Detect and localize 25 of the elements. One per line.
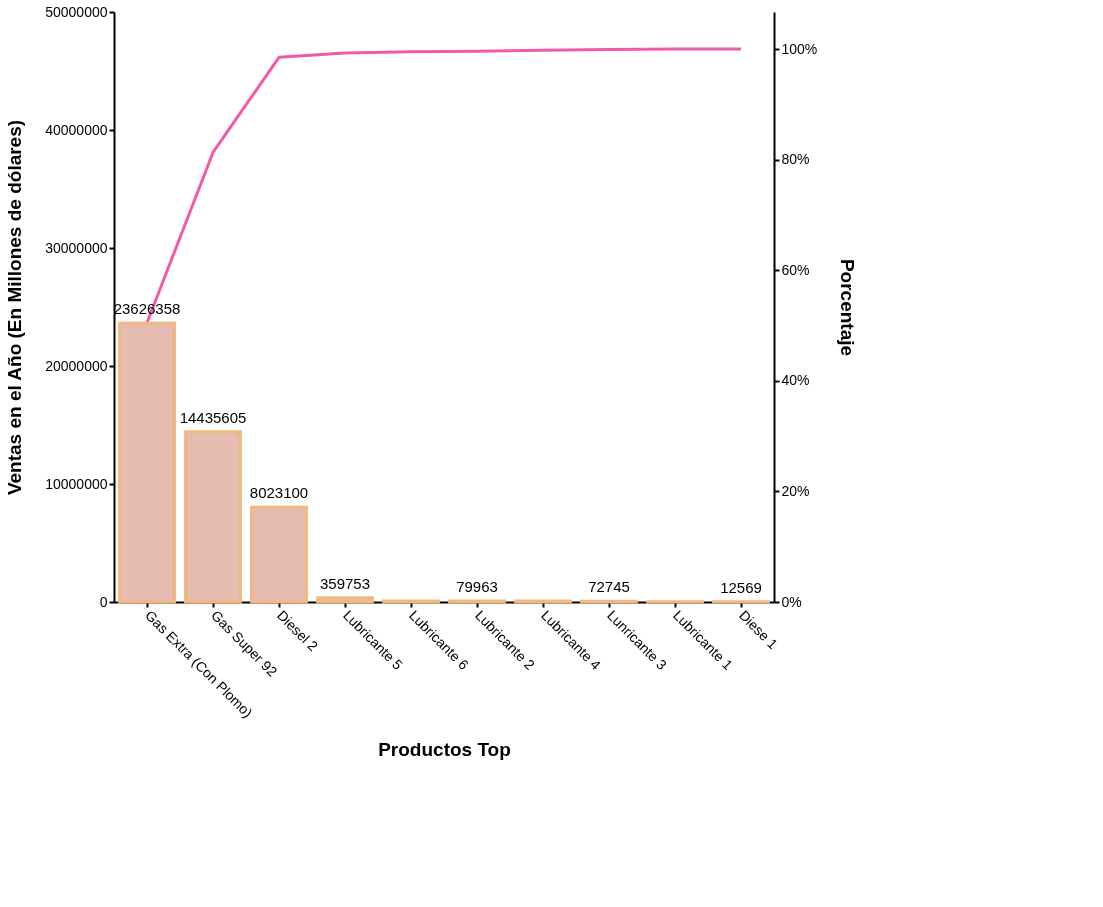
y2-tick-label: 80% (781, 151, 810, 168)
y-tick-label: 20000000 (45, 357, 108, 374)
y2-tick-label: 100% (781, 40, 818, 57)
y2-tick-label: 20% (781, 482, 810, 499)
y-tick-label: 10000000 (45, 475, 108, 492)
bar (316, 596, 374, 604)
y-tick-label: 30000000 (45, 239, 108, 256)
data-label: 14435605 (179, 408, 247, 426)
y-axis-title: Ventas en el Año (En Millones de dólares) (4, 119, 26, 496)
data-label: 72745 (588, 578, 630, 596)
x-axis-title: Productos Top (378, 738, 511, 760)
data-label: 12569 (720, 578, 762, 596)
data-label: 359753 (319, 574, 371, 592)
data-label: 8023100 (249, 484, 309, 502)
y2-tick-label: 60% (781, 261, 810, 278)
y-tick-label: 0 (99, 593, 108, 610)
y-tick-label: 40000000 (45, 121, 108, 138)
bar (250, 505, 308, 604)
bar (118, 321, 176, 604)
y2-tick-label: 0% (781, 593, 802, 610)
y-tick-label: 50000000 (45, 3, 108, 20)
y2-tick-label: 40% (781, 372, 810, 389)
bar (184, 430, 242, 604)
data-label: 79963 (456, 578, 498, 596)
y2-axis-title: Porcentaje (837, 258, 859, 357)
